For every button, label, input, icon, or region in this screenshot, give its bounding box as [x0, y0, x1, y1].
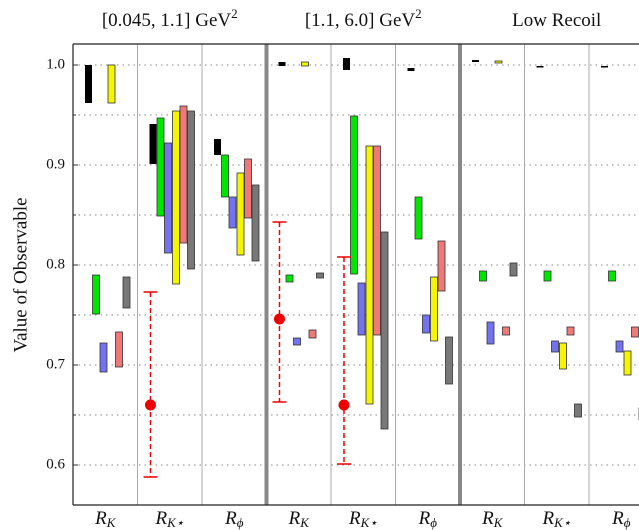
x-tick-label: RK — [94, 508, 117, 530]
group-title-sup: 2 — [231, 6, 238, 21]
measurement-point — [145, 399, 156, 411]
range-bar — [502, 326, 510, 336]
range-bar — [365, 145, 374, 405]
range-bar — [350, 115, 358, 275]
category-sub: K⋆ — [360, 515, 378, 530]
range-bar — [631, 326, 639, 338]
range-bar — [430, 276, 438, 342]
y-tick-label: 0.8 — [46, 256, 65, 272]
category-main: R — [542, 508, 555, 529]
group-title-sup: 2 — [415, 6, 422, 21]
range-bar — [293, 337, 301, 346]
y-tick-label: 1.0 — [46, 56, 65, 72]
range-bar — [115, 331, 123, 368]
range-bar — [551, 340, 559, 353]
range-bar — [172, 110, 180, 285]
category-sub: ϕ — [624, 515, 631, 530]
range-bar — [601, 66, 608, 68]
range-bar — [244, 158, 252, 219]
range-bar — [149, 124, 157, 164]
range-bar — [343, 58, 350, 70]
range-bar — [278, 62, 286, 66]
range-bar — [214, 139, 221, 155]
x-tick-label: RK — [288, 508, 311, 530]
category-sub: K — [299, 515, 310, 530]
group-title: [1.1, 6.0] GeV2 — [305, 6, 422, 31]
category-sub: K — [493, 515, 504, 530]
range-bar — [99, 342, 108, 373]
y-axis-label: Value of Observable — [10, 197, 31, 352]
x-tick-label: RK⋆ — [542, 508, 571, 530]
range-bar — [380, 231, 389, 430]
range-bar — [156, 117, 165, 217]
x-tick-label: RK⋆ — [155, 508, 184, 530]
measurement-point — [338, 399, 350, 411]
category-sub: K⋆ — [166, 515, 184, 530]
y-tick-label: 0.6 — [46, 456, 65, 472]
range-bar — [574, 403, 582, 418]
range-bar — [301, 61, 309, 67]
range-bar — [285, 274, 294, 283]
category-main: R — [611, 508, 624, 529]
range-bar — [414, 196, 423, 240]
range-bar — [316, 272, 324, 279]
range-bar — [221, 154, 229, 198]
range-bar — [509, 262, 518, 277]
category-main: R — [288, 508, 301, 529]
group-title: Low Recoil — [512, 10, 601, 31]
category-sub: ϕ — [237, 515, 244, 530]
range-bar — [179, 105, 188, 244]
range-bar — [228, 196, 237, 229]
category-main: R — [155, 508, 168, 529]
category-main: R — [481, 508, 494, 529]
y-tick-label: 0.9 — [46, 156, 65, 172]
category-sub: ϕ — [430, 515, 437, 530]
range-bar — [566, 326, 575, 336]
x-tick-label: Rϕ — [418, 508, 438, 530]
group-title: [0.045, 1.1] GeV2 — [102, 6, 238, 31]
category-sub: K⋆ — [553, 515, 571, 530]
range-bar — [187, 110, 195, 270]
x-tick-label: Rϕ — [224, 508, 244, 530]
range-bar — [357, 282, 366, 336]
range-bar — [445, 336, 453, 385]
range-bar — [494, 60, 503, 64]
range-bar — [615, 340, 624, 353]
range-bar — [472, 60, 479, 62]
range-bar — [236, 172, 245, 256]
group-title-text: [0.045, 1.1] GeV — [102, 10, 232, 31]
group-title-text: [1.1, 6.0] GeV — [305, 10, 416, 31]
range-bar — [437, 240, 446, 292]
range-bar — [559, 342, 567, 370]
range-bar — [536, 66, 544, 68]
range-bar — [373, 145, 381, 336]
range-bar — [608, 270, 616, 282]
group-title-text: Low Recoil — [512, 10, 601, 31]
range-bar — [107, 64, 116, 104]
category-sub: K — [106, 515, 117, 530]
x-tick-label: RK⋆ — [348, 508, 377, 530]
range-bar — [85, 65, 92, 103]
category-main: R — [418, 508, 431, 529]
range-bar — [92, 274, 100, 315]
category-main: R — [348, 508, 361, 529]
range-bar — [122, 276, 131, 309]
range-bar — [251, 184, 260, 262]
y-tick-label: 0.7 — [46, 356, 65, 372]
category-main: R — [94, 508, 107, 529]
category-main: R — [224, 508, 237, 529]
range-bar — [422, 314, 430, 334]
range-bar — [623, 350, 632, 376]
range-bar — [164, 142, 172, 254]
range-bar — [486, 321, 495, 345]
x-tick-label: Rϕ — [611, 508, 631, 530]
measurement-point — [274, 313, 285, 325]
range-bar — [543, 270, 552, 282]
range-bar — [308, 329, 317, 339]
plot-area — [73, 58, 639, 478]
range-bar — [407, 68, 415, 71]
range-bar — [479, 270, 487, 282]
x-tick-label: RK — [481, 508, 504, 530]
